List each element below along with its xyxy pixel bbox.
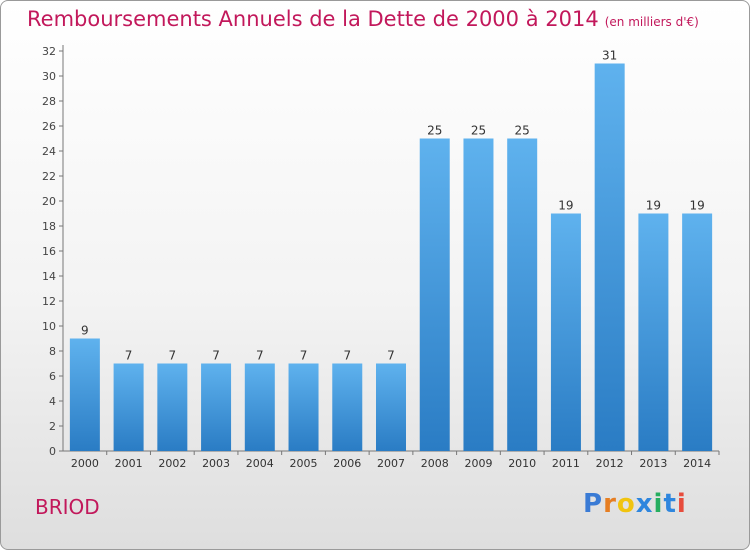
bar-value-label: 25 — [471, 124, 486, 138]
bar-value-label: 7 — [300, 349, 308, 363]
y-tick-label: 24 — [42, 145, 56, 158]
y-tick-label: 8 — [49, 345, 56, 358]
bar-value-label: 19 — [558, 199, 573, 213]
bar — [682, 213, 713, 451]
bar — [332, 363, 363, 451]
bar — [463, 138, 494, 451]
bar — [594, 63, 625, 451]
x-tick-label: 2014 — [683, 457, 711, 470]
chart-subtitle: (en milliers d'€) — [604, 15, 699, 29]
bar — [157, 363, 188, 451]
logo-letter: o — [616, 489, 636, 519]
bar — [69, 338, 100, 451]
logo-letter: r — [603, 489, 617, 519]
y-tick-label: 18 — [42, 220, 56, 233]
x-tick-label: 2012 — [596, 457, 624, 470]
bar — [376, 363, 406, 451]
y-tick-label: 12 — [42, 295, 56, 308]
bar — [638, 213, 669, 451]
y-tick-label: 2 — [49, 420, 56, 433]
x-tick-label: 2008 — [421, 457, 449, 470]
x-tick-label: 2007 — [377, 457, 405, 470]
chart-title: Remboursements Annuels de la Dette de 20… — [27, 7, 699, 31]
bar-value-label: 19 — [646, 199, 661, 213]
bar-value-label: 7 — [387, 349, 395, 363]
bar — [419, 138, 450, 451]
x-tick-label: 2013 — [639, 457, 667, 470]
x-tick-label: 2005 — [290, 457, 318, 470]
y-tick-label: 30 — [42, 70, 56, 83]
x-tick-label: 2009 — [464, 457, 492, 470]
bar-value-label: 31 — [602, 49, 617, 63]
y-tick-label: 22 — [42, 170, 56, 183]
y-tick-label: 10 — [42, 320, 56, 333]
bar-value-label: 25 — [515, 124, 530, 138]
bar — [507, 138, 538, 451]
x-tick-label: 2006 — [333, 457, 361, 470]
proxiti-logo: Proxiti — [583, 489, 687, 519]
x-tick-label: 2001 — [115, 457, 143, 470]
y-tick-label: 4 — [49, 395, 56, 408]
bar-value-label: 7 — [343, 349, 351, 363]
logo-letter: P — [583, 489, 604, 519]
y-tick-label: 26 — [42, 120, 56, 133]
bar-value-label: 9 — [81, 324, 89, 338]
y-tick-label: 16 — [42, 245, 56, 258]
bar — [244, 363, 275, 451]
y-tick-label: 28 — [42, 95, 56, 108]
x-tick-label: 2003 — [202, 457, 230, 470]
y-tick-label: 32 — [42, 45, 56, 58]
bar — [288, 363, 319, 451]
x-tick-label: 2000 — [71, 457, 99, 470]
bar-value-label: 25 — [427, 124, 442, 138]
x-tick-label: 2004 — [246, 457, 274, 470]
bar-value-label: 7 — [212, 349, 220, 363]
y-tick-label: 0 — [49, 445, 56, 458]
bar — [201, 363, 232, 451]
logo-letter: x — [635, 489, 654, 519]
bar — [113, 363, 144, 451]
x-tick-label: 2011 — [552, 457, 580, 470]
bar-value-label: 7 — [169, 349, 177, 363]
y-tick-label: 20 — [42, 195, 56, 208]
bar — [550, 213, 581, 451]
commune-name: BRIOD — [35, 495, 100, 519]
bar-value-label: 7 — [256, 349, 264, 363]
bar-value-label: 7 — [125, 349, 133, 363]
logo-letter: t — [663, 489, 677, 519]
y-tick-label: 6 — [49, 370, 56, 383]
y-tick-label: 14 — [42, 270, 56, 283]
bar-value-label: 19 — [689, 199, 704, 213]
logo-letter: i — [653, 489, 664, 519]
logo-letter: i — [676, 489, 687, 519]
x-tick-label: 2002 — [158, 457, 186, 470]
chart-title-text: Remboursements Annuels de la Dette de 20… — [27, 7, 599, 31]
x-tick-label: 2010 — [508, 457, 536, 470]
